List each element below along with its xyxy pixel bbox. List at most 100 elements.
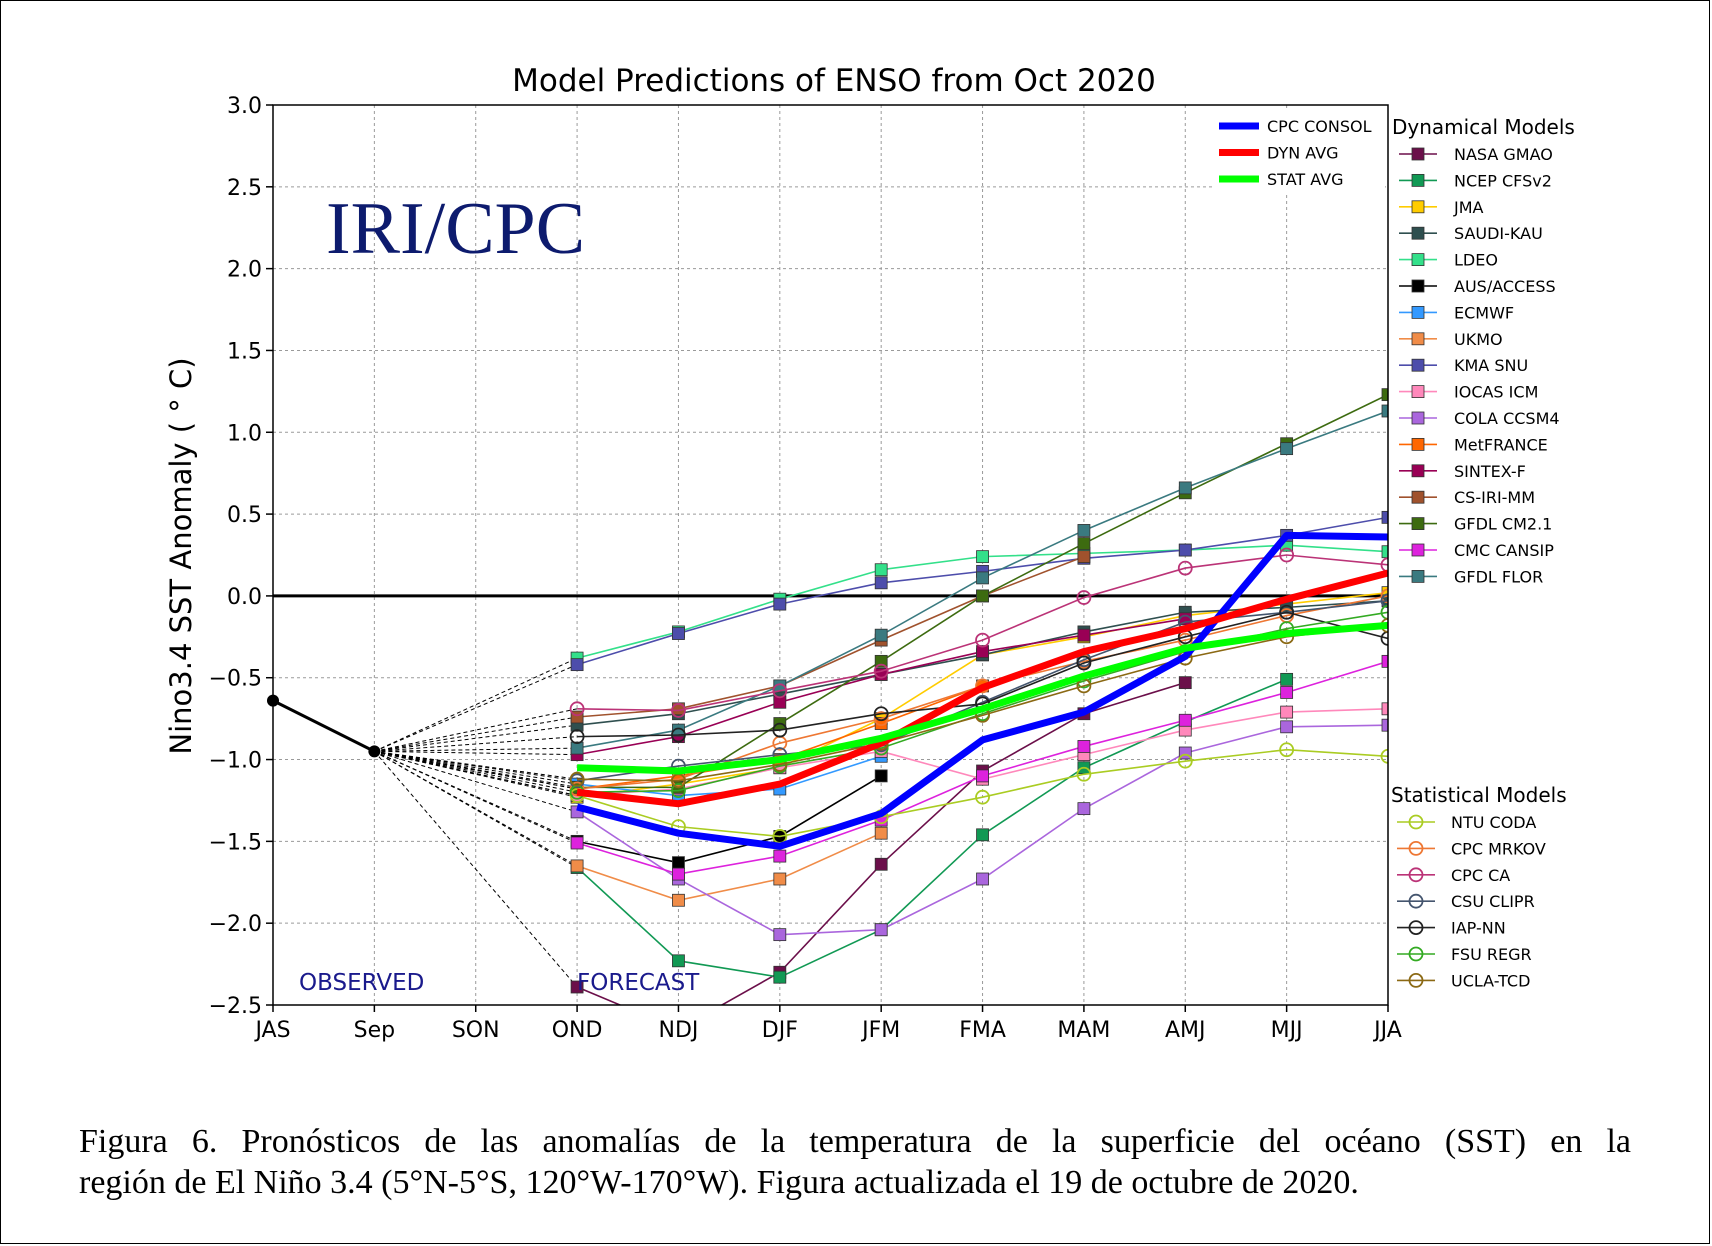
legend-label-cpc-ca: CPC CA	[1451, 866, 1510, 885]
legend-marker-saudi-kau	[1411, 226, 1425, 240]
line-aus-access	[576, 775, 882, 864]
x-tick-label: AMJ	[1165, 1018, 1206, 1043]
y-tick-label: 3.0	[227, 94, 262, 119]
line-ucla-tcd	[577, 624, 1388, 782]
line-ncep-cfsv2	[576, 678, 1287, 979]
line-csu-clipr	[576, 600, 1388, 782]
point-ntu-coda	[1279, 742, 1295, 758]
forecast-connectors	[373, 657, 578, 988]
point-ntu-coda	[1380, 748, 1388, 764]
y-tick-label: −2.0	[209, 912, 262, 937]
x-tick-label: MJJ	[1271, 1018, 1303, 1043]
point-iocas-icm	[1381, 702, 1388, 716]
model-series	[569, 388, 1388, 1005]
legend-marker-gfdl-cm2-1	[1411, 517, 1425, 530]
point-iocas-icm	[1280, 705, 1294, 719]
x-tick-label: NDJ	[659, 1018, 699, 1043]
point-csu-clipr	[1380, 593, 1388, 609]
x-tick-label: FMA	[959, 1018, 1006, 1043]
legend-label-stat-avg: STAT AVG	[1267, 170, 1344, 189]
point-fsu-regr	[671, 783, 686, 799]
point-kma-snu	[570, 658, 584, 672]
dynamical-legend: Dynamical Models NASA GMAO NCEP CFSv2 JMA S…	[1392, 115, 1575, 586]
legend-label-nasa-gmao: NASA GMAO	[1454, 145, 1553, 164]
legend-label-dyn-avg: DYN AVG	[1267, 144, 1339, 163]
x-tick-label: JAS	[253, 1018, 290, 1043]
connector-ukmo	[374, 750, 578, 867]
legend-marker-ukmo	[1411, 332, 1425, 346]
legend-marker-ntu-coda	[1408, 814, 1424, 830]
point-cs-iri-mm	[1077, 550, 1091, 564]
average-legend: CPC CONSOL DYN AVG STAT AVG	[1213, 111, 1385, 195]
forecast-label: FORECAST	[577, 970, 700, 996]
legend-label-iap-nn: IAP-NN	[1451, 919, 1506, 938]
legend-marker-iap-nn	[1408, 920, 1424, 935]
point-cpc-mrkov	[873, 711, 889, 727]
series-cola-ccsm4	[570, 718, 1388, 942]
y-axis-label: Nino3.4 SST Anomaly ( ° C)	[164, 357, 198, 754]
x-tick-label: Sep	[354, 1018, 395, 1043]
legend-marker-ldeo	[1411, 253, 1425, 267]
x-tick-label: SON	[452, 1018, 500, 1043]
legend-label-cola-ccsm4: COLA CCSM4	[1454, 409, 1560, 428]
point-ukmo	[874, 826, 888, 840]
point-gfdl-flor	[1381, 404, 1388, 418]
legend-marker-sintex-f	[1411, 464, 1425, 478]
figure-caption: Figura 6. Pronósticos de las anomalías d…	[79, 1121, 1631, 1203]
y-axis-ticks: 3.0 2.5 2.0 1.5 1.0 0.5 0.0 −0.5 −1.0 −1.5 −2.0 −2.…	[209, 94, 273, 1019]
point-gfdl-flor	[773, 679, 787, 693]
point-nasa-gmao	[1178, 676, 1192, 690]
y-tick-label: 2.5	[227, 176, 262, 201]
connector-cola-ccsm4	[374, 750, 578, 813]
statistical-legend-title: Statistical Models	[1391, 783, 1567, 807]
y-tick-label: 0.5	[227, 503, 262, 528]
point-iap-nn	[1279, 604, 1295, 620]
line-stat-avg	[576, 621, 1388, 775]
point-sintex-f	[773, 695, 787, 709]
point-kma-snu	[1381, 510, 1388, 524]
connector-ecmwf	[374, 750, 578, 785]
legend-label-sintex-f: SINTEX-F	[1454, 462, 1526, 481]
point-iap-nn	[569, 729, 585, 745]
connector-ucla-tcd	[374, 750, 578, 780]
connector-cs-iri-mm	[374, 716, 578, 752]
x-tick-label: JFM	[860, 1018, 900, 1043]
connector-gfdl-cm2-1	[374, 750, 578, 788]
point-aus-access	[874, 769, 888, 783]
observed-label: OBSERVED	[299, 970, 424, 996]
point-gfdl-flor	[672, 723, 685, 737]
point-cmc-cansip	[1178, 713, 1192, 727]
x-tick-label: OND	[552, 1018, 603, 1043]
point-kma-snu	[874, 576, 888, 590]
point-cpc-ca	[671, 703, 686, 718]
y-tick-label: 0.0	[227, 585, 262, 610]
observed-point	[368, 745, 381, 758]
point-cmc-cansip	[570, 836, 584, 850]
point-ncep-cfsv2	[672, 954, 685, 968]
point-fsu-regr	[1380, 604, 1388, 620]
point-ldeo	[1381, 545, 1388, 559]
point-cmc-cansip	[1280, 686, 1294, 699]
point-gfdl-cm2-1	[1381, 388, 1388, 402]
point-iap-nn	[1380, 631, 1388, 646]
point-ucla-tcd	[569, 771, 585, 787]
legend-marker-cpc-ca	[1408, 867, 1424, 883]
connector-cpc-mrkov	[374, 750, 578, 790]
y-tick-label: −1.0	[209, 749, 262, 774]
point-cmc-cansip	[773, 849, 787, 863]
average-series	[576, 531, 1388, 850]
statistical-legend: Statistical Models NTU CODA CPC MRKOV CPC …	[1391, 783, 1567, 990]
point-cola-ccsm4	[773, 928, 787, 942]
legend-marker-ncep-cfsv2	[1411, 173, 1425, 187]
point-cpc-ca	[772, 683, 788, 699]
y-tick-label: −2.5	[209, 994, 262, 1019]
point-cpc-ca	[1380, 557, 1388, 573]
point-cpc-ca	[1279, 547, 1295, 563]
line-ukmo	[576, 832, 882, 902]
chart-title: Model Predictions of ENSO from Oct 2020	[512, 63, 1156, 99]
x-tick-label: MAM	[1057, 1018, 1110, 1043]
legend-label-saudi-kau: SAUDI-KAU	[1454, 224, 1543, 243]
point-aus-access	[672, 856, 685, 870]
legend-marker-csu-clipr	[1408, 893, 1424, 909]
connector-nasa-gmao	[373, 751, 578, 988]
